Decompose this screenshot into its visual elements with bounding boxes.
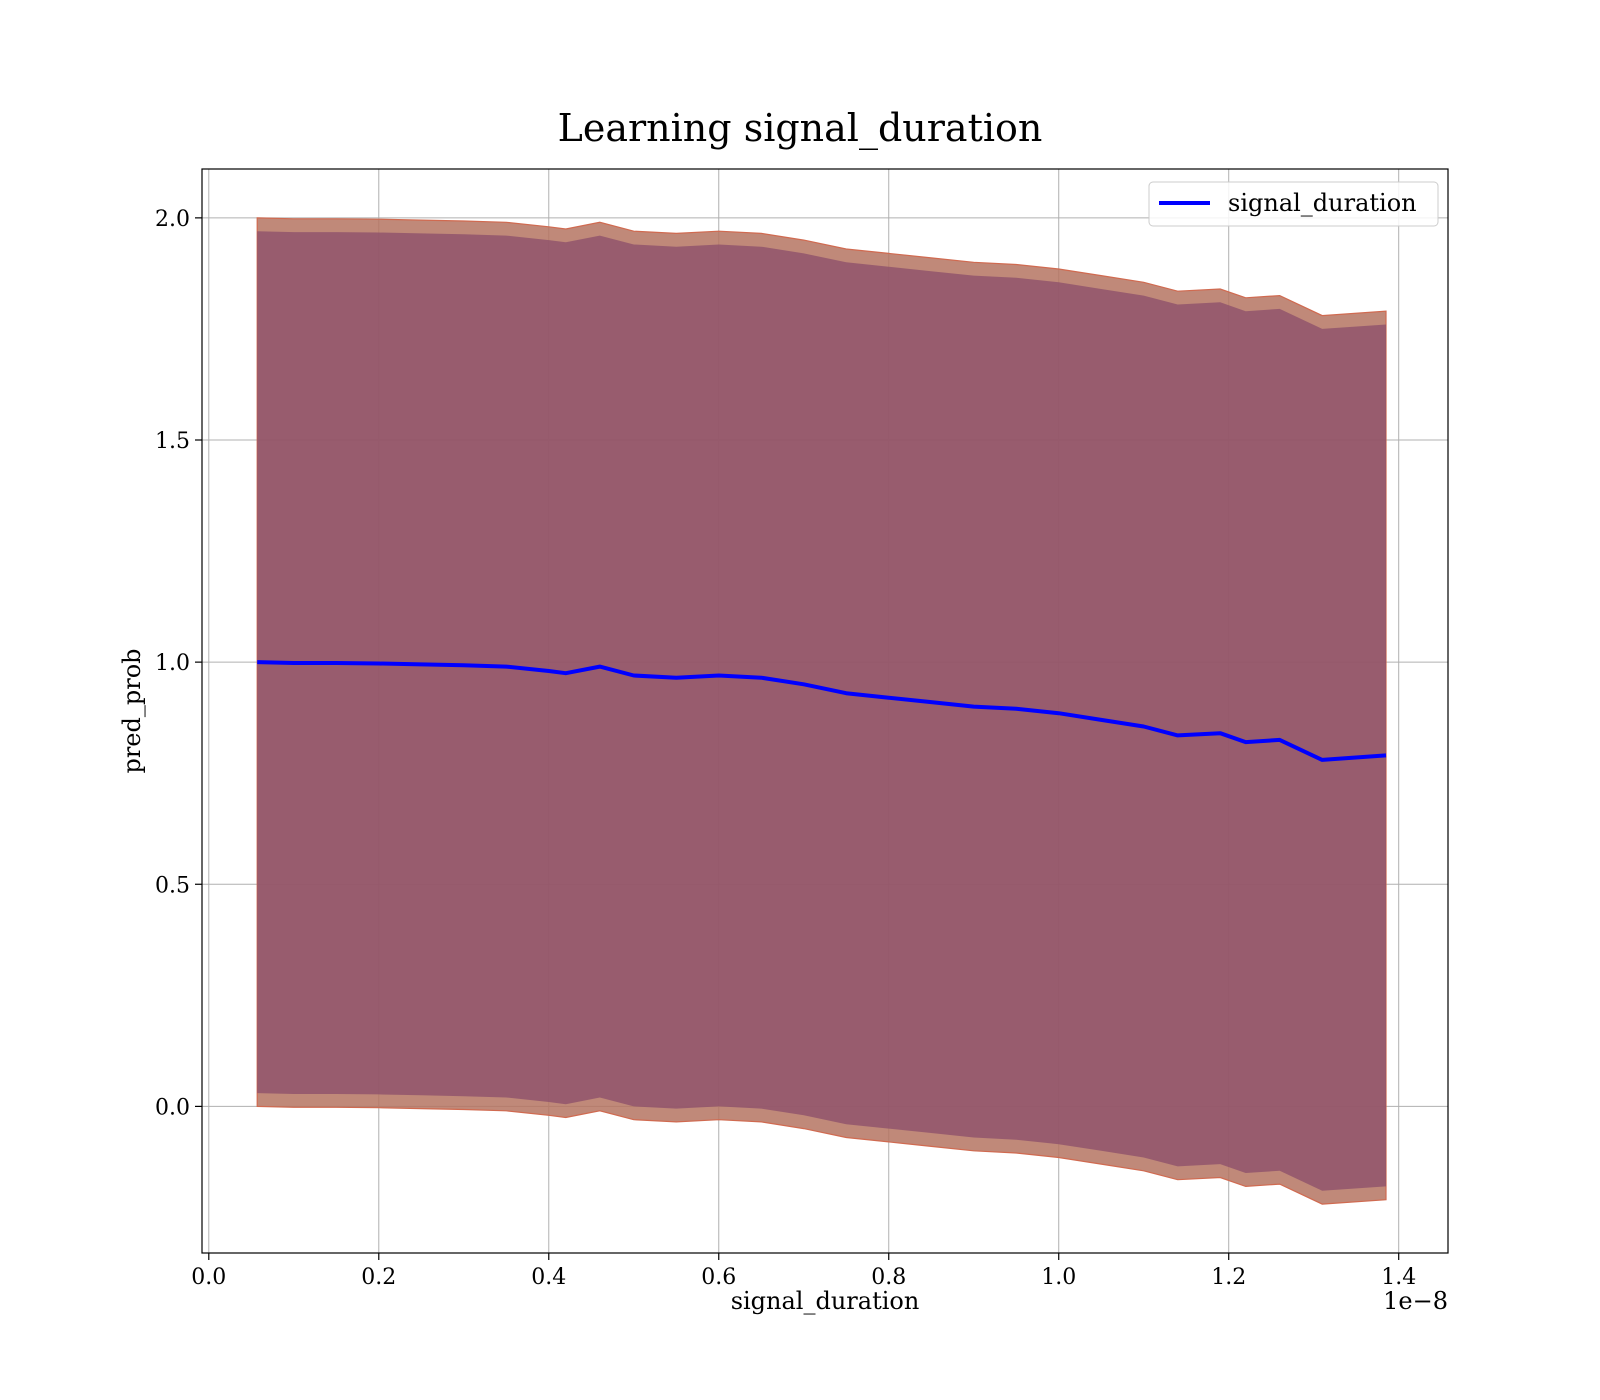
- legend-label: signal_duration: [1228, 189, 1417, 217]
- plot-frame: [201, 168, 1449, 1254]
- confidence-band-1: [257, 231, 1387, 1191]
- x-axis-offset-label: 1e−8: [1383, 1287, 1448, 1315]
- x-tick-label: 0.2: [361, 1265, 396, 1290]
- x-tick-label: 0.4: [531, 1265, 566, 1290]
- legend-box: [1148, 181, 1439, 227]
- y-tick-label: 2.0: [155, 207, 190, 232]
- y-tick-label: 1.5: [155, 429, 190, 454]
- x-tick-label: 0.0: [191, 1265, 226, 1290]
- series-lines: [257, 660, 1387, 762]
- x-tick-label: 0.8: [871, 1265, 906, 1290]
- y-axis-ticks: 0.0 0.5 1.0 1.5 2.0: [155, 207, 202, 1120]
- x-axis-label: signal_duration: [731, 1287, 920, 1315]
- x-axis-ticks: 0.0 0.2 0.4 0.6 0.8 1.0 1.2 1.4: [191, 1253, 1416, 1290]
- y-tick-label: 1.0: [155, 651, 190, 676]
- x-tick-label: 1.4: [1381, 1265, 1416, 1290]
- y-axis-label: pred_prob: [118, 648, 146, 773]
- y-tick-label: 0.0: [155, 1095, 190, 1120]
- x-tick-label: 1.0: [1041, 1265, 1076, 1290]
- x-tick-label: 0.6: [701, 1265, 736, 1290]
- confidence-bands: [256, 217, 1387, 1205]
- x-tick-label: 1.2: [1211, 1265, 1246, 1290]
- y-tick-label: 0.5: [155, 873, 190, 898]
- legend: signal_duration: [1148, 181, 1439, 227]
- series-line-0: [257, 660, 1387, 762]
- chart-title: Learning signal_duration: [558, 106, 1043, 151]
